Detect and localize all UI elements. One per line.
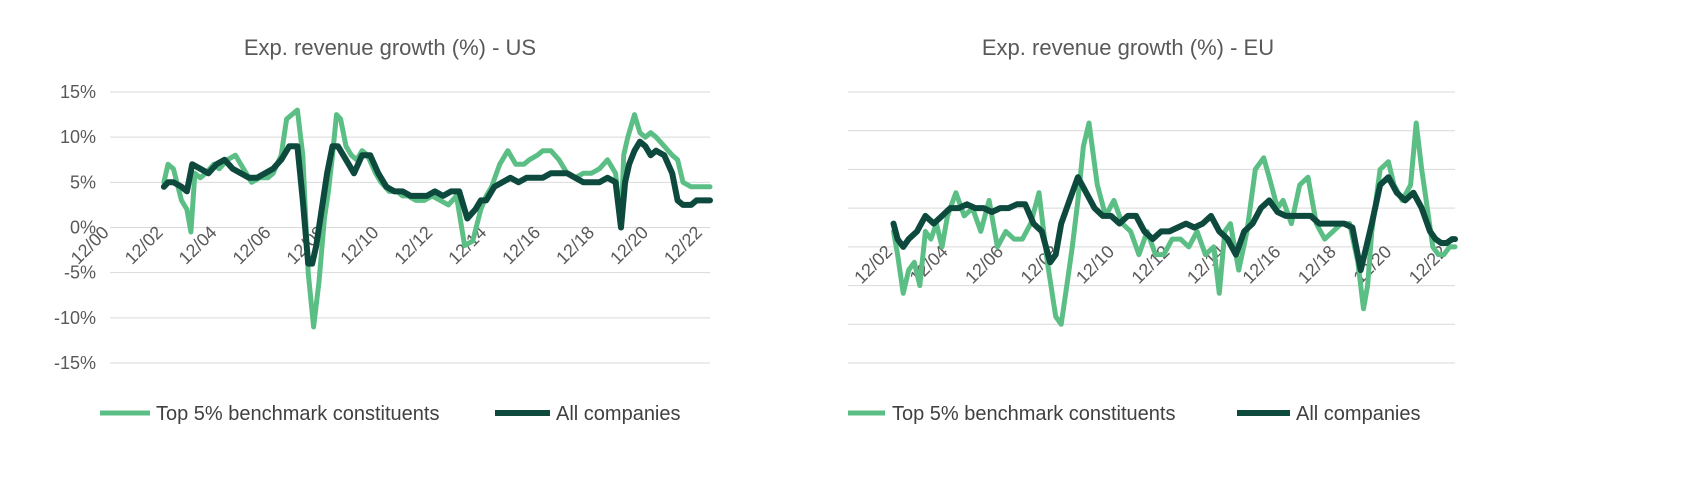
chart-title-us: Exp. revenue growth (%) - US [244,35,536,60]
y-tick-label-us-5: -10% [54,308,96,328]
x-tick-label-us-1: 12/02 [121,222,167,268]
legend-label-eu-1: All companies [1296,403,1421,425]
y-tick-label-us-0: 15% [60,82,96,102]
chart-title-eu: Exp. revenue growth (%) - EU [982,35,1274,60]
y-tick-label-us-4: -5% [64,263,96,283]
x-tick-label-us-5: 12/10 [336,222,382,268]
y-tick-label-us-2: 5% [70,172,96,192]
series-line-us-top5 [161,107,713,330]
series-line-eu-top5 [891,120,1458,327]
x-tick-label-eu-1: 12/02 [850,242,896,288]
series-line-us-all-companies [160,138,713,267]
series-line-eu-all-companies [890,174,1458,274]
legend-label-us-1: All companies [556,403,681,425]
legend-label-eu-0: Top 5% benchmark constituents [892,403,1176,425]
x-tick-label-us-2: 12/04 [175,222,221,268]
x-tick-label-us-3: 12/06 [229,222,275,268]
x-tick-label-us-9: 12/18 [552,222,598,268]
y-tick-label-us-1: 10% [60,127,96,147]
x-tick-label-us-10: 12/20 [606,222,652,268]
chart-us: Exp. revenue growth (%) - US 15% 10% 5% 0% -5… [54,35,713,425]
x-tick-label-eu-3: 12/06 [961,242,1007,288]
x-tick-label-eu-11: 12/22 [1405,242,1451,288]
x-tick-label-us-6: 12/12 [390,222,436,268]
legend-label-us-0: Top 5% benchmark constituents [156,403,440,425]
y-tick-label-us-3: 0% [70,218,96,238]
chart-panel-eu: Exp. revenue growth (%) - EU20%15%10%5%0… [848,0,1695,494]
x-tick-label-eu-9: 12/18 [1294,242,1340,288]
chart-eu: Exp. revenue growth (%) - EU20%15%10%5%0… [848,35,1458,425]
x-tick-label-us-11: 12/22 [660,222,706,268]
y-tick-label-us-6: -15% [54,353,96,373]
x-tick-label-eu-5: 12/10 [1072,242,1118,288]
x-tick-label-us-8: 12/16 [498,222,544,268]
chart-panel-us: Exp. revenue growth (%) - US 15% 10% 5% 0% -5… [54,35,713,425]
